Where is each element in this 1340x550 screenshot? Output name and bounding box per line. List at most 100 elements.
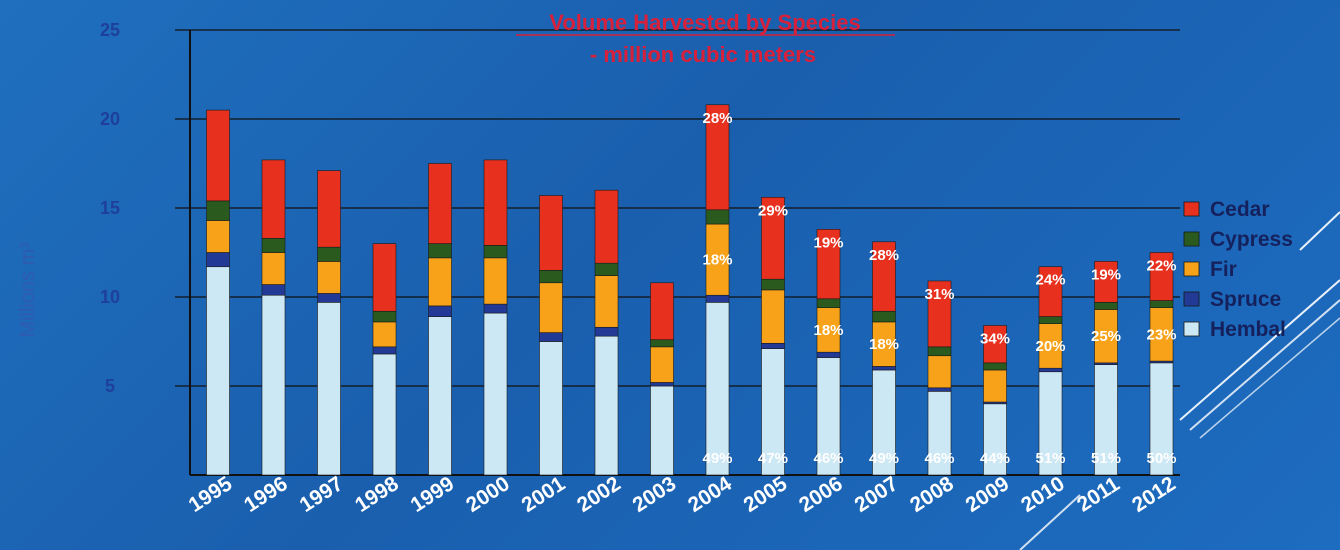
pct-label-2006-hembal: 46% (813, 450, 843, 467)
y-tick-25: 25 (100, 20, 120, 40)
bar-1997-cypress (317, 246, 341, 262)
bar-1995-cedar (206, 109, 230, 202)
bar-2003-hembal (650, 385, 674, 476)
bar-1996-fir (261, 252, 286, 285)
legend-label-hembal: Hembal (1210, 318, 1286, 341)
legend-swatch-cedar (1183, 201, 1200, 217)
bar-2000-cypress (483, 245, 508, 259)
y-tick-5: 5 (105, 376, 115, 396)
x-tick-2009: 2009 (962, 472, 1014, 517)
bar-2000-hembal (483, 312, 508, 476)
bar-2002-cedar (594, 189, 619, 264)
bar-2004-spruce (705, 294, 730, 303)
pct-label-2005-hembal: 47% (758, 450, 788, 467)
x-tick-2007: 2007 (851, 472, 903, 517)
y-tick-labels: 5 10 15 20 25 (100, 20, 120, 396)
legend-swatch-spruce (1183, 291, 1200, 307)
bar-2010-cypress (1038, 316, 1063, 324)
bar-1997-spruce (317, 293, 341, 303)
pct-label-2007-hembal: 49% (869, 450, 899, 467)
y-tick-15: 15 (100, 198, 120, 218)
bar-2004-cypress (705, 209, 730, 225)
legend-swatch-fir (1183, 261, 1200, 277)
bar-2002-hembal (594, 335, 619, 476)
pct-label-2012-cedar: 22% (1146, 258, 1176, 275)
pct-label-2009-hembal: 44% (980, 450, 1010, 467)
bar-1997-fir (317, 261, 341, 294)
bar-2002-spruce (594, 326, 619, 337)
pct-label-2010-fir: 20% (1035, 338, 1065, 355)
bar-2004-cedar (705, 104, 730, 211)
bar-1998-fir (372, 321, 397, 348)
bar-2009-cypress (983, 362, 1007, 371)
pct-label-2004-hembal: 49% (702, 450, 732, 467)
bar-2006-cypress (816, 298, 841, 308)
legend-label-fir: Fir (1210, 258, 1237, 281)
bar-2008-fir (927, 355, 952, 389)
bar-2002-fir (594, 275, 619, 328)
bar-2006-spruce (816, 351, 841, 358)
bar-1999-hembal (428, 316, 452, 476)
bar-2003-cedar (650, 282, 674, 341)
bar-2001-spruce (539, 332, 563, 342)
x-tick-2010: 2010 (1017, 472, 1069, 517)
bar-2001-hembal (539, 341, 563, 476)
bar-2007-cedar (872, 241, 896, 312)
pct-label-2004-fir: 18% (702, 252, 732, 269)
bar-1995-hembal (206, 266, 230, 476)
x-tick-labels: 1995 1996 1997 1998 1999 2000 2001 2002 2003 2004… (185, 472, 1180, 517)
pct-label-2010-hembal: 51% (1035, 450, 1065, 467)
bar-2003-cypress (650, 339, 674, 348)
bar-2005-fir (761, 289, 785, 344)
chart-subtitle: - million cubic meters (590, 42, 816, 67)
x-tick-2011: 2011 (1073, 472, 1124, 516)
bar-2007-spruce (872, 366, 896, 371)
chart-title: Volume Harvested by Species (549, 10, 860, 35)
y-tick-10: 10 (100, 287, 120, 307)
bar-1995-spruce (206, 252, 230, 268)
pct-label-2005-cedar: 29% (758, 202, 788, 219)
x-tick-2000: 2000 (462, 472, 514, 517)
bar-2008-spruce (927, 387, 952, 392)
bar-1997-hembal (317, 302, 341, 476)
bar-2012-cypress (1149, 300, 1174, 308)
bar-2001-cypress (539, 269, 563, 284)
bar-2005-cypress (761, 278, 785, 291)
legend-label-cypress: Cypress (1210, 228, 1293, 251)
bar-2000-cedar (483, 159, 508, 246)
x-tick-2004: 2004 (684, 472, 736, 517)
x-tick-2012: 2012 (1128, 472, 1180, 517)
pct-label-2008-cedar: 31% (924, 286, 954, 303)
pct-label-2010-cedar: 24% (1035, 272, 1065, 289)
bar-1998-hembal (372, 353, 397, 476)
bar-1996-spruce (261, 284, 286, 296)
bar-2003-spruce (650, 382, 674, 387)
bar-2009-fir (983, 369, 1007, 403)
x-tick-1995: 1995 (185, 472, 237, 517)
bar-2008-cedar (927, 280, 952, 348)
x-tick-1996: 1996 (240, 472, 292, 517)
pct-label-2007-cedar: 28% (869, 247, 899, 264)
bar-2003-fir (650, 346, 674, 383)
gridlines (175, 29, 1180, 387)
bar-2005-spruce (761, 342, 785, 349)
x-tick-2008: 2008 (906, 472, 958, 517)
bar-2005-cedar (761, 197, 785, 280)
bar-1999-cedar (428, 163, 452, 244)
bar-2011-cypress (1094, 302, 1118, 310)
x-tick-1999: 1999 (407, 472, 459, 517)
bar-1999-cypress (428, 243, 452, 259)
x-tick-1997: 1997 (296, 472, 348, 517)
pct-label-2006-fir: 18% (813, 322, 843, 339)
bar-2011-cedar (1094, 261, 1118, 303)
bar-1998-cypress (372, 310, 397, 323)
legend-label-spruce: Spruce (1210, 288, 1281, 311)
bar-2000-spruce (483, 303, 508, 314)
pct-label-2012-fir: 23% (1146, 326, 1176, 343)
bar-1995-cypress (206, 200, 230, 221)
bar-2001-cedar (539, 195, 563, 271)
decorative-lines (1019, 211, 1340, 550)
legend-swatch-cypress (1183, 231, 1200, 247)
y-axis-label: Millions m³ (17, 242, 39, 338)
